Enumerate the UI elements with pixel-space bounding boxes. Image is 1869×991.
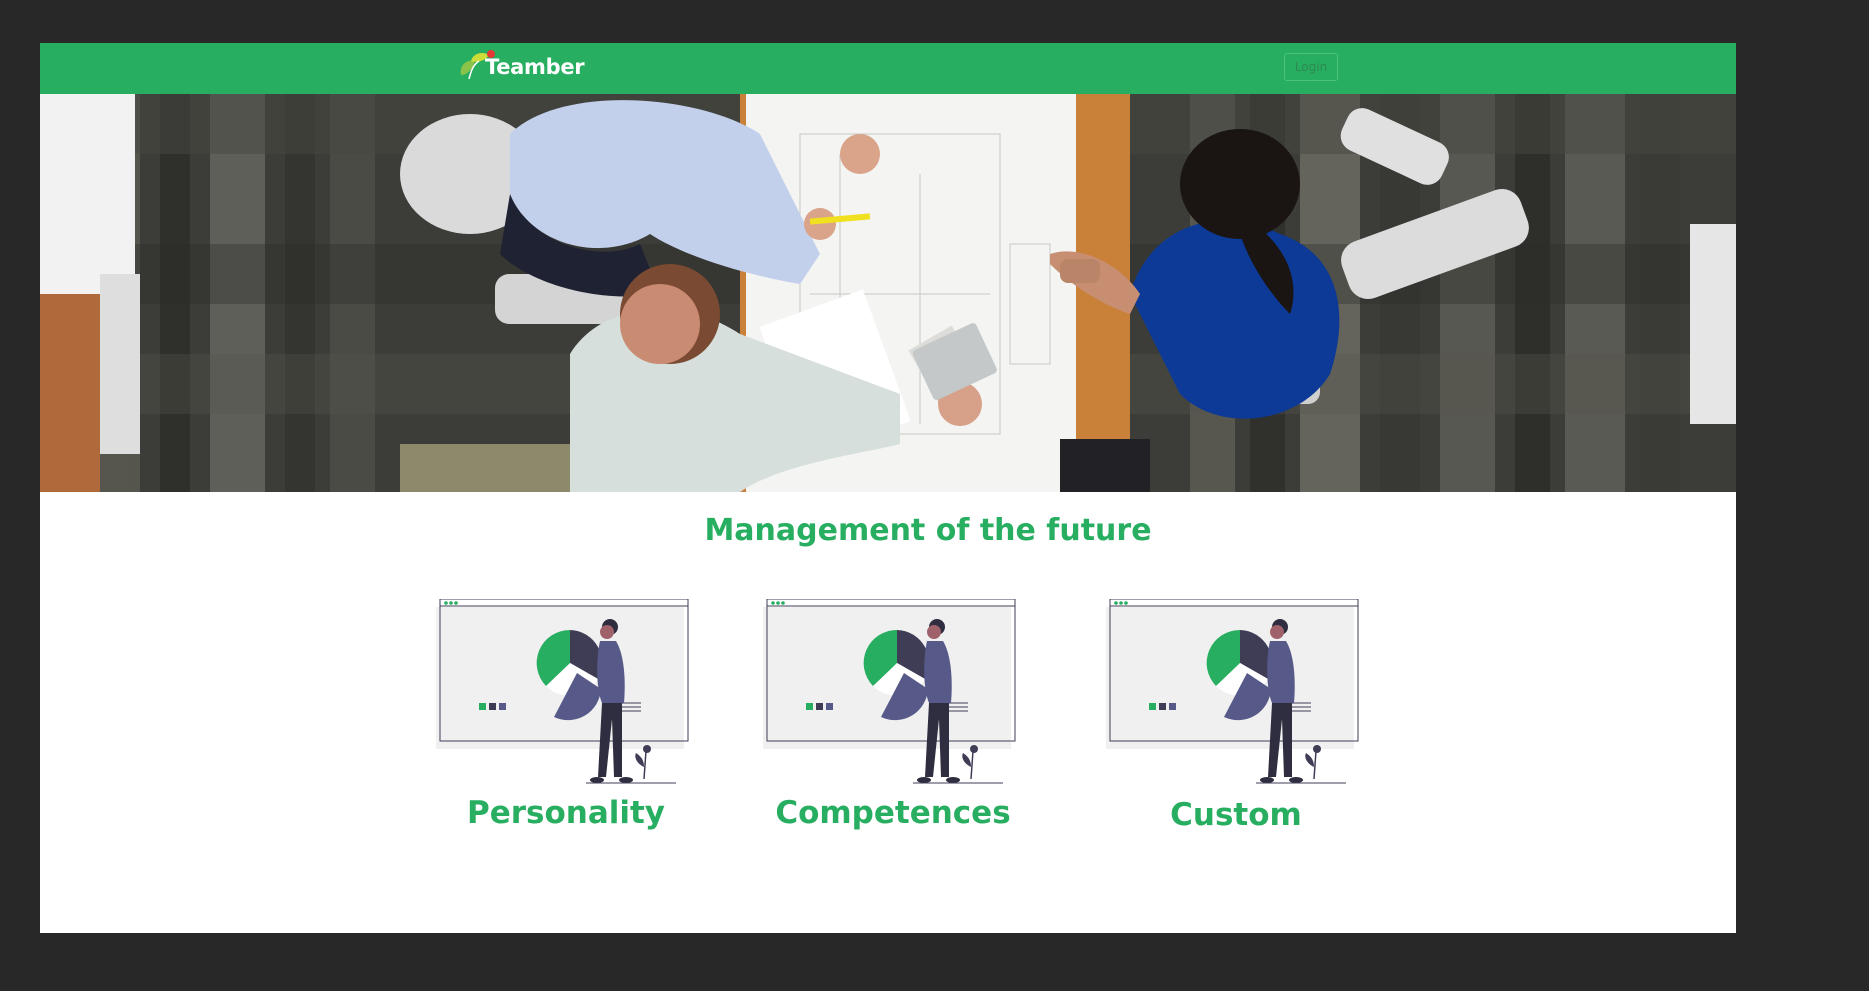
office-meeting-photo bbox=[40, 94, 1736, 492]
hero-image bbox=[40, 94, 1736, 492]
card-label: Personality bbox=[466, 795, 666, 831]
pie-chart-presentation-illustration bbox=[763, 599, 1016, 784]
pie-chart-presentation-illustration bbox=[436, 599, 689, 784]
card-competences[interactable]: Competences bbox=[763, 599, 1023, 869]
login-button[interactable]: Login bbox=[1284, 53, 1338, 81]
brand-name: Teamber bbox=[485, 55, 585, 79]
leaf-logo-icon bbox=[460, 50, 495, 80]
card-custom[interactable]: Custom bbox=[1106, 599, 1366, 869]
section-title: Management of the future bbox=[704, 513, 1152, 548]
top-navbar: Teamber Login bbox=[40, 43, 1736, 94]
card-label: Custom bbox=[1170, 797, 1302, 833]
pie-chart-presentation-illustration bbox=[1106, 599, 1359, 784]
card-label: Competences bbox=[775, 795, 1011, 831]
card-personality[interactable]: Personality bbox=[436, 599, 696, 869]
browser-viewport: Teamber Login bbox=[40, 43, 1736, 933]
logo[interactable]: Teamber bbox=[457, 47, 617, 89]
